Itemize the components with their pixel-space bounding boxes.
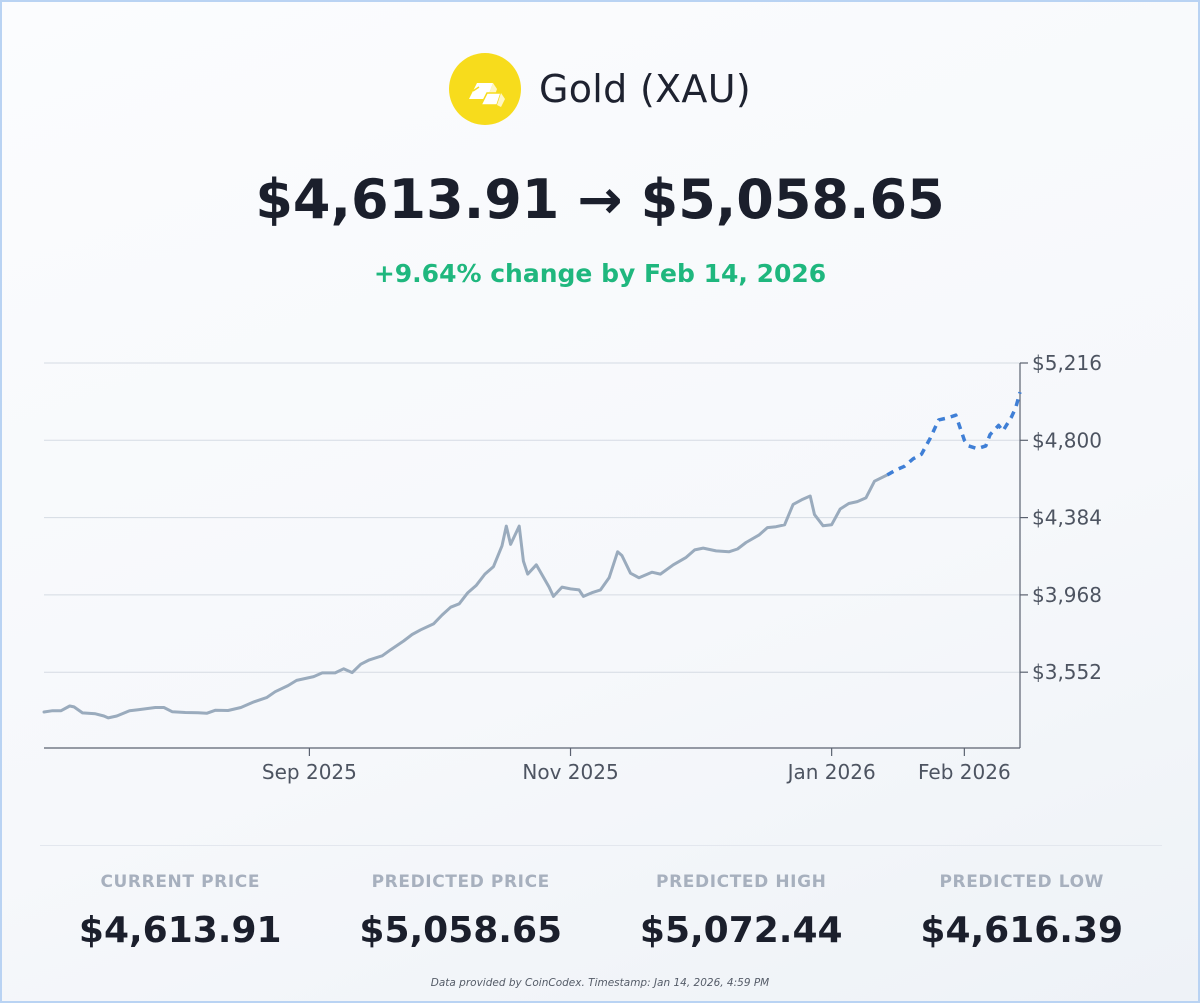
stat-predicted: PREDICTED PRICE $5,058.65 — [321, 872, 602, 951]
headline-current-price: $4,613.91 — [255, 168, 560, 231]
stat-label: PREDICTED HIGH — [656, 872, 827, 892]
x-tick-label: Nov 2025 — [522, 760, 618, 784]
stat-value: $4,613.91 — [78, 910, 282, 951]
price-headline: $4,613.91 → $5,058.65 — [2, 168, 1198, 231]
y-tick-label: $4,800 — [1032, 428, 1102, 452]
prediction-series-line — [886, 391, 1022, 477]
x-tick-label: Jan 2026 — [786, 760, 876, 784]
x-tick-label: Sep 2025 — [262, 760, 357, 784]
asset-title: Gold (XAU) — [539, 67, 751, 111]
stat-value: $5,072.44 — [639, 910, 843, 951]
stat-low: PREDICTED LOW $4,616.39 — [882, 872, 1163, 951]
headline-predicted-price: $5,058.65 — [640, 168, 945, 231]
stats-row: CURRENT PRICE $4,613.91 PREDICTED PRICE … — [40, 872, 1162, 951]
stat-label: PREDICTED LOW — [939, 872, 1105, 892]
stat-label: CURRENT PRICE — [100, 872, 261, 892]
history-series-line — [42, 473, 889, 720]
y-tick-label: $3,968 — [1032, 583, 1102, 607]
y-tick-label: $3,552 — [1032, 660, 1102, 684]
stat-high: PREDICTED HIGH $5,072.44 — [601, 872, 882, 951]
gold-bars-icon — [449, 53, 522, 125]
stat-current: CURRENT PRICE $4,613.91 — [40, 872, 321, 951]
y-tick-label: $5,216 — [1032, 351, 1102, 375]
asset-header: Gold (XAU) — [2, 52, 1198, 126]
change-summary: +9.64% change by Feb 14, 2026 — [373, 259, 827, 288]
stat-value: $4,616.39 — [920, 910, 1124, 951]
divider — [40, 845, 1162, 846]
stat-value: $5,058.65 — [359, 910, 563, 951]
data-attribution: Data provided by CoinCodex. Timestamp: J… — [430, 977, 770, 989]
stat-label: PREDICTED PRICE — [371, 872, 550, 892]
arrow-right-icon: → — [577, 168, 623, 231]
x-tick-label: Feb 2026 — [918, 760, 1011, 784]
y-tick-label: $4,384 — [1032, 506, 1102, 530]
